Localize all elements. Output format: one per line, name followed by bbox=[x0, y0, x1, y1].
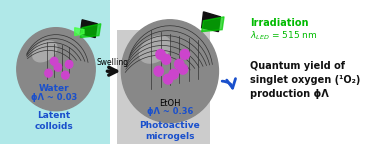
Polygon shape bbox=[75, 28, 84, 36]
Circle shape bbox=[17, 28, 95, 111]
Text: Quantum yield of: Quantum yield of bbox=[250, 61, 345, 71]
Circle shape bbox=[65, 60, 73, 68]
Text: Water: Water bbox=[39, 84, 70, 93]
Circle shape bbox=[178, 64, 187, 74]
Text: EtOH: EtOH bbox=[159, 99, 181, 108]
Circle shape bbox=[50, 57, 58, 65]
Circle shape bbox=[54, 63, 62, 71]
FancyBboxPatch shape bbox=[117, 30, 210, 144]
Text: singlet oxygen (¹O₂): singlet oxygen (¹O₂) bbox=[250, 75, 361, 85]
Circle shape bbox=[175, 59, 184, 69]
Text: $\lambda_{LED}$ = 515 nm: $\lambda_{LED}$ = 515 nm bbox=[250, 30, 318, 42]
Circle shape bbox=[62, 71, 69, 79]
Polygon shape bbox=[201, 12, 220, 32]
Text: ϕΛ ~ 0.03: ϕΛ ~ 0.03 bbox=[31, 93, 77, 102]
Polygon shape bbox=[80, 24, 101, 38]
Circle shape bbox=[180, 49, 189, 59]
Polygon shape bbox=[201, 17, 224, 32]
Circle shape bbox=[45, 69, 52, 77]
Circle shape bbox=[163, 74, 173, 84]
Text: Latent
colloids: Latent colloids bbox=[35, 111, 73, 131]
Ellipse shape bbox=[33, 41, 57, 62]
Circle shape bbox=[154, 66, 163, 76]
Text: Swelling: Swelling bbox=[97, 58, 129, 67]
Circle shape bbox=[156, 49, 165, 59]
Text: ϕΛ ~ 0.36: ϕΛ ~ 0.36 bbox=[147, 107, 193, 116]
FancyBboxPatch shape bbox=[0, 0, 110, 144]
Circle shape bbox=[121, 20, 218, 123]
Circle shape bbox=[161, 54, 171, 64]
Polygon shape bbox=[80, 20, 97, 38]
Ellipse shape bbox=[139, 36, 170, 63]
Text: Photoactive
microgels: Photoactive microgels bbox=[139, 121, 200, 141]
Text: Irradiation: Irradiation bbox=[250, 18, 309, 28]
Circle shape bbox=[169, 69, 178, 79]
Text: production ϕΛ: production ϕΛ bbox=[250, 89, 329, 99]
